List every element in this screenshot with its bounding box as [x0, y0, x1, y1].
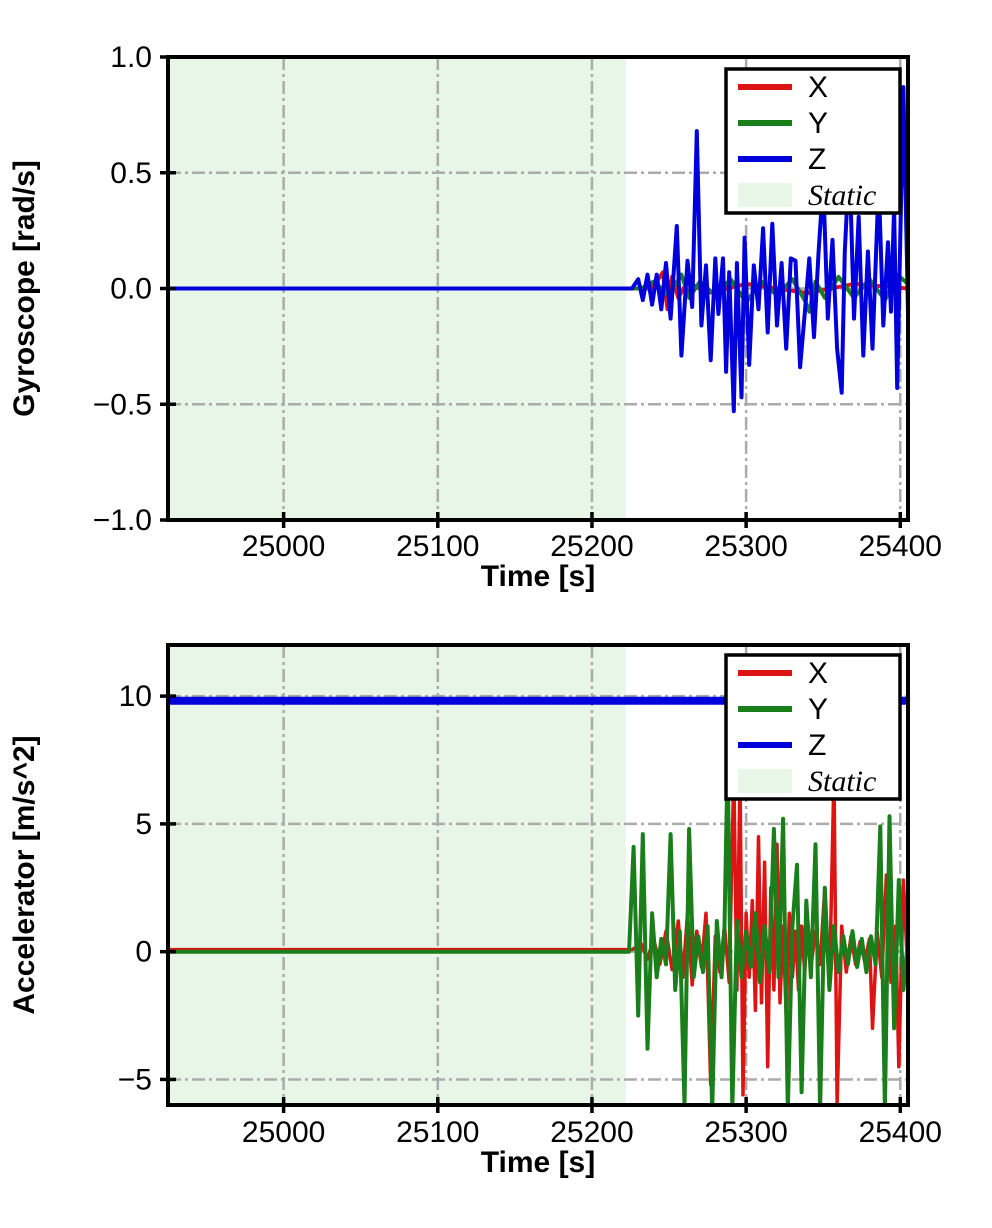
y-axis-label: Accelerator [m/s^2] [8, 735, 41, 1014]
y-tick-label: −1.0 [93, 504, 152, 537]
legend-label-z: Z [808, 143, 826, 176]
x-tick-label: 25100 [396, 530, 479, 563]
gyroscope-figure: 25000 25100 25200 25300 25400 1.0 0.5 0.0 −0.5 −1… [8, 41, 942, 593]
x-tick-label: 25300 [704, 1116, 787, 1149]
x-tick-label: 25100 [396, 1116, 479, 1149]
x-tick-label: 25000 [242, 1116, 325, 1149]
x-axis-label: Time [s] [481, 1146, 595, 1179]
x-axis-label: Time [s] [481, 560, 595, 593]
x-tick-label: 25000 [242, 530, 325, 563]
legend-swatch-patch [738, 769, 792, 793]
legend-swatch-patch [738, 183, 792, 207]
x-tick-label: 25400 [859, 530, 942, 563]
x-tick-label: 25300 [704, 530, 787, 563]
y-tick-label: −5 [118, 1063, 152, 1096]
y-tick-label: 0.5 [110, 157, 152, 190]
series-y-line [168, 758, 908, 1105]
y-tick-label: 0.0 [110, 273, 152, 306]
plot-border [166, 643, 910, 1107]
series-z-line [168, 85, 908, 414]
legend-label-y: Y [808, 107, 828, 140]
legend-label-z: Z [808, 729, 826, 762]
legend-label-x: X [808, 657, 828, 690]
y-tick-label: 5 [135, 808, 152, 841]
series-group [168, 85, 908, 414]
y-tick-label: 1.0 [110, 41, 152, 74]
x-tick-label: 25200 [550, 530, 633, 563]
x-tick-label: 25200 [550, 1116, 633, 1149]
y-tick-label: 10 [119, 680, 152, 713]
y-tick-label: −0.5 [93, 388, 152, 421]
accelerator-figure: 25000 25100 25200 25300 25400 10 5 0 −5 Time [s] A… [0, 614, 992, 1228]
legend-label-static: Static [808, 179, 876, 212]
y-tick-label: 0 [135, 936, 152, 969]
x-tick-label: 25400 [859, 1116, 942, 1149]
static-region [168, 645, 626, 1105]
legend-label-x: X [808, 71, 828, 104]
legend-label-static: Static [808, 765, 876, 798]
accelerator-chart-svg: 25000 25100 25200 25300 25400 10 5 0 −5 Time [s] A… [8, 643, 942, 1179]
gyroscope-chart-svg: 25000 25100 25200 25300 25400 1.0 0.5 0.0 −0.5 −1… [8, 41, 942, 593]
y-axis-label: Gyroscope [rad/s] [8, 160, 41, 417]
legend-label-y: Y [808, 693, 828, 726]
